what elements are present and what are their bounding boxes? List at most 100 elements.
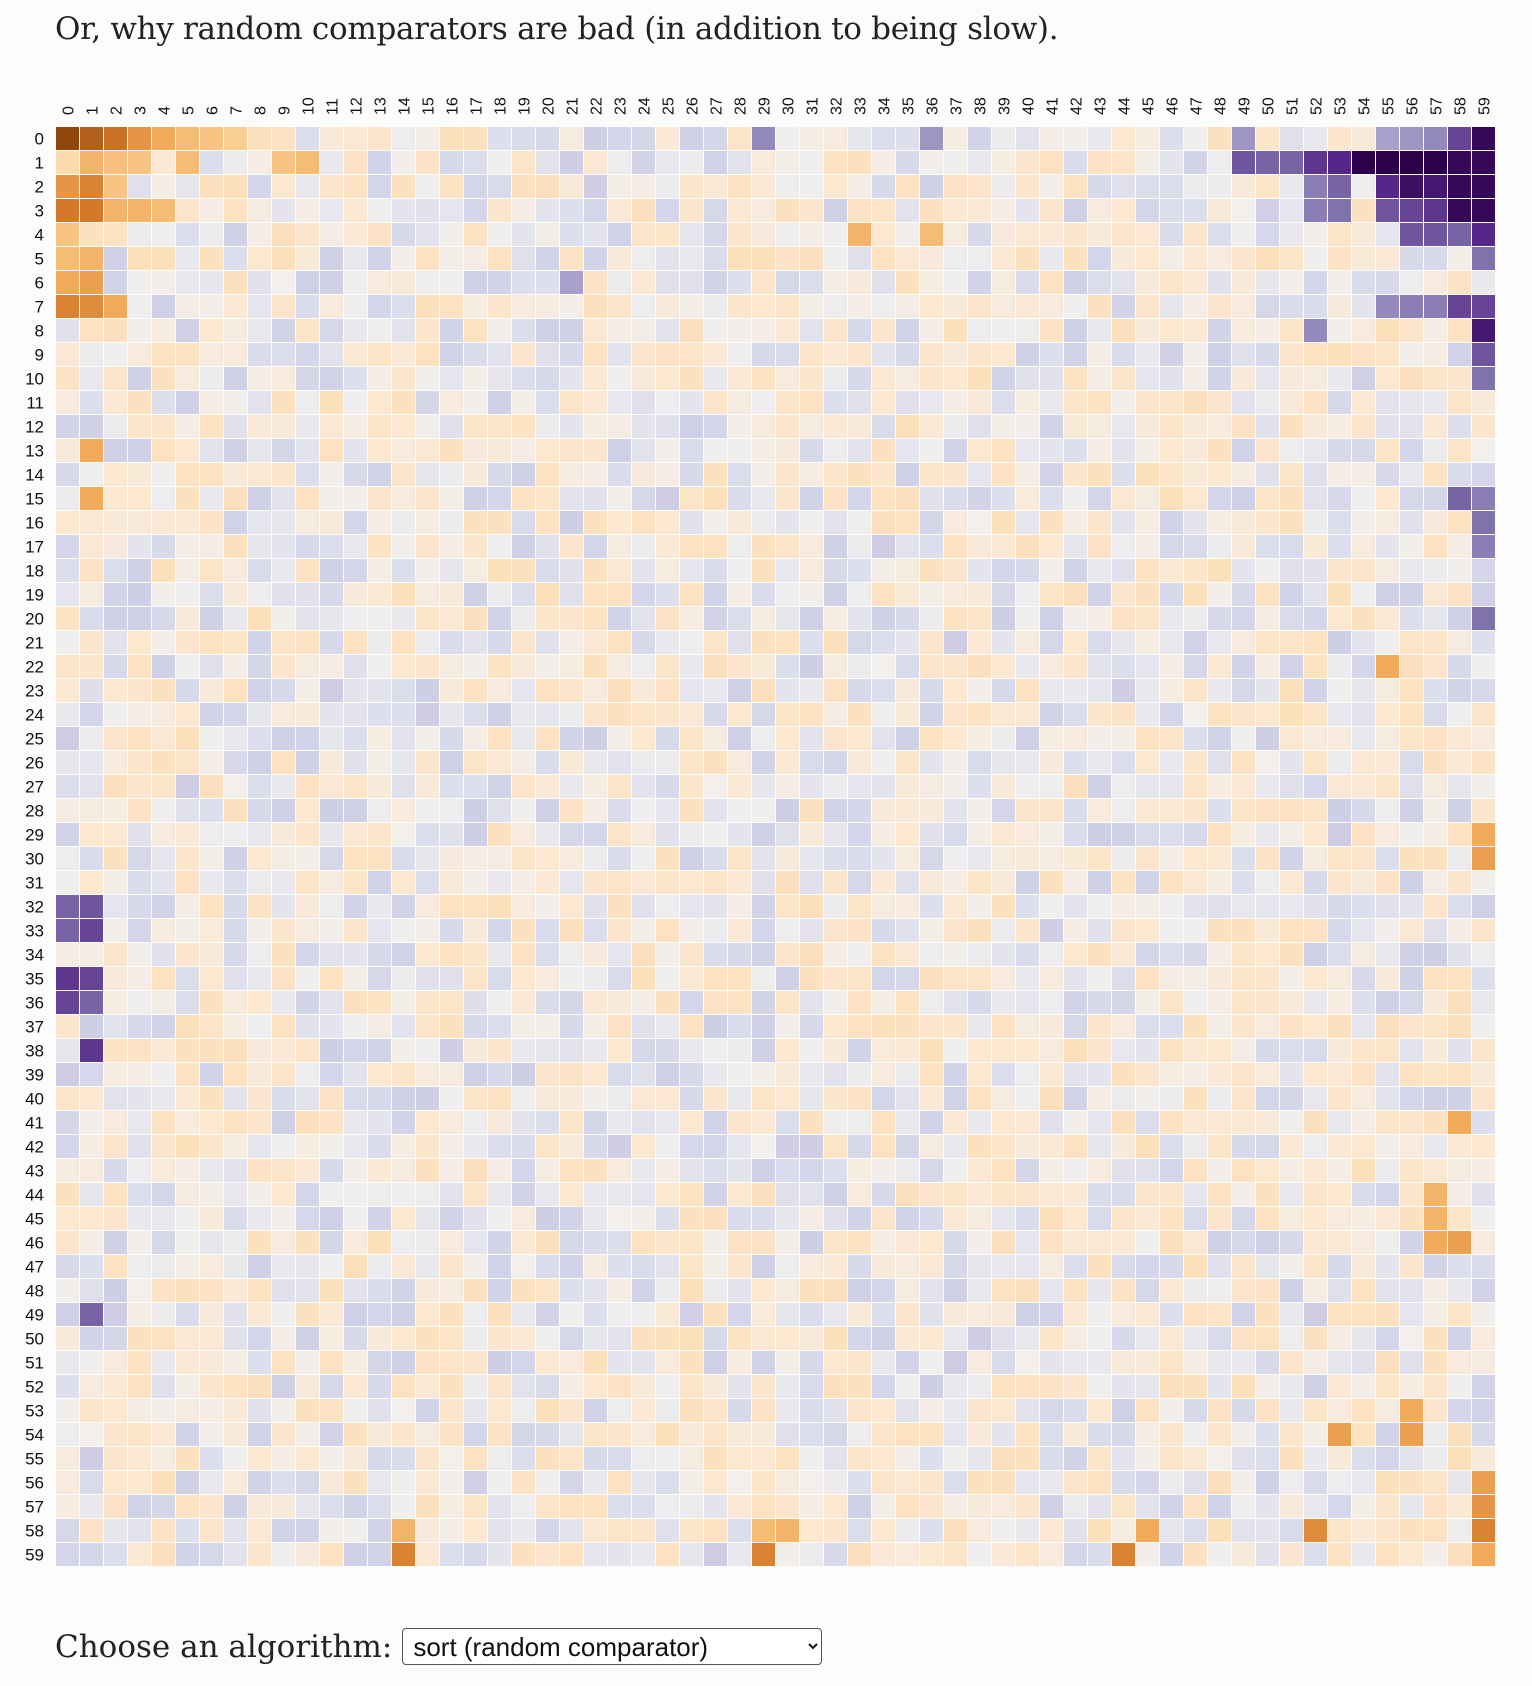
matrix-cell xyxy=(1352,391,1375,414)
matrix-cell xyxy=(584,415,607,438)
matrix-cell xyxy=(968,1543,991,1566)
matrix-cell xyxy=(200,1159,223,1182)
matrix-cell xyxy=(656,1231,679,1254)
matrix-cell xyxy=(368,703,391,726)
matrix-cell xyxy=(1136,199,1159,222)
matrix-cell xyxy=(1160,1255,1183,1278)
matrix-cell xyxy=(200,895,223,918)
matrix-cell xyxy=(512,1303,535,1326)
matrix-cell xyxy=(992,151,1015,174)
matrix-cell xyxy=(1376,1063,1399,1086)
matrix-cell xyxy=(536,415,559,438)
matrix-cell xyxy=(536,1183,559,1206)
matrix-cell xyxy=(152,871,175,894)
matrix-cell xyxy=(752,223,775,246)
matrix-cell xyxy=(200,991,223,1014)
matrix-cell xyxy=(368,1327,391,1350)
matrix-cell xyxy=(296,799,319,822)
matrix-cell xyxy=(656,1279,679,1302)
matrix-cell xyxy=(344,607,367,630)
intro-text: Or, why random comparators are bad (in a… xyxy=(55,11,1059,47)
matrix-cell xyxy=(1016,631,1039,654)
matrix-cell xyxy=(1232,1279,1255,1302)
matrix-cell xyxy=(776,655,799,678)
row-label: 9 xyxy=(35,346,44,365)
matrix-cell xyxy=(1136,727,1159,750)
matrix-cell xyxy=(536,823,559,846)
matrix-cell xyxy=(704,175,727,198)
matrix-cell xyxy=(1424,799,1447,822)
matrix-cell xyxy=(896,511,919,534)
matrix-cell xyxy=(776,919,799,942)
matrix-cell xyxy=(1400,271,1423,294)
matrix-cell xyxy=(872,631,895,654)
matrix-cell xyxy=(1136,1447,1159,1470)
matrix-cell xyxy=(944,415,967,438)
matrix-cell xyxy=(200,1111,223,1134)
matrix-cell xyxy=(920,1303,943,1326)
matrix-cell xyxy=(176,439,199,462)
matrix-cell xyxy=(1064,415,1087,438)
matrix-cell xyxy=(920,1183,943,1206)
matrix-cell xyxy=(680,199,703,222)
matrix-cell xyxy=(80,679,103,702)
matrix-cell xyxy=(1280,175,1303,198)
matrix-cell xyxy=(104,175,127,198)
matrix-cell xyxy=(1400,1327,1423,1350)
matrix-cell xyxy=(1064,679,1087,702)
row-label: 29 xyxy=(25,826,44,845)
matrix-cell xyxy=(824,1543,847,1566)
matrix-cell xyxy=(368,1159,391,1182)
matrix-cell xyxy=(1376,1519,1399,1542)
matrix-cell xyxy=(584,991,607,1014)
matrix-cell xyxy=(1400,1087,1423,1110)
matrix-cell xyxy=(1280,1423,1303,1446)
matrix-cell xyxy=(1208,967,1231,990)
matrix-cell xyxy=(488,1231,511,1254)
matrix-cell xyxy=(1184,583,1207,606)
matrix-cell xyxy=(152,991,175,1014)
matrix-cell xyxy=(512,367,535,390)
matrix-cell xyxy=(512,1423,535,1446)
matrix-cell xyxy=(848,1159,871,1182)
matrix-cell xyxy=(512,943,535,966)
matrix-cell xyxy=(1280,703,1303,726)
matrix-cell xyxy=(656,919,679,942)
matrix-cell xyxy=(200,1351,223,1374)
matrix-cell xyxy=(920,799,943,822)
matrix-cell xyxy=(224,271,247,294)
matrix-cell xyxy=(248,199,271,222)
matrix-cell xyxy=(464,367,487,390)
matrix-cell xyxy=(584,199,607,222)
matrix-cell xyxy=(512,175,535,198)
matrix-cell xyxy=(1256,247,1279,270)
matrix-cell xyxy=(824,823,847,846)
matrix-cell xyxy=(656,559,679,582)
algorithm-select[interactable]: sort (random comparator) xyxy=(402,1628,823,1665)
matrix-cell xyxy=(872,439,895,462)
column-label: 43 xyxy=(1093,97,1110,115)
matrix-cell xyxy=(1160,535,1183,558)
matrix-cell xyxy=(776,1447,799,1470)
matrix-cell xyxy=(128,1423,151,1446)
matrix-cell xyxy=(632,247,655,270)
matrix-cell xyxy=(1424,967,1447,990)
matrix-cell xyxy=(1064,127,1087,150)
matrix-cell xyxy=(920,271,943,294)
matrix-cell xyxy=(992,463,1015,486)
matrix-cell xyxy=(296,1399,319,1422)
matrix-cell xyxy=(224,1279,247,1302)
matrix-cell xyxy=(704,247,727,270)
matrix-cell xyxy=(608,559,631,582)
matrix-cell xyxy=(80,847,103,870)
matrix-cell xyxy=(536,463,559,486)
matrix-cell xyxy=(1040,199,1063,222)
row-label: 53 xyxy=(25,1402,44,1421)
matrix-cell xyxy=(1376,655,1399,678)
matrix-cell xyxy=(1040,487,1063,510)
matrix-cell xyxy=(680,655,703,678)
matrix-cell xyxy=(200,775,223,798)
matrix-cell xyxy=(1400,1207,1423,1230)
matrix-cell xyxy=(800,1039,823,1062)
matrix-cell xyxy=(800,1255,823,1278)
